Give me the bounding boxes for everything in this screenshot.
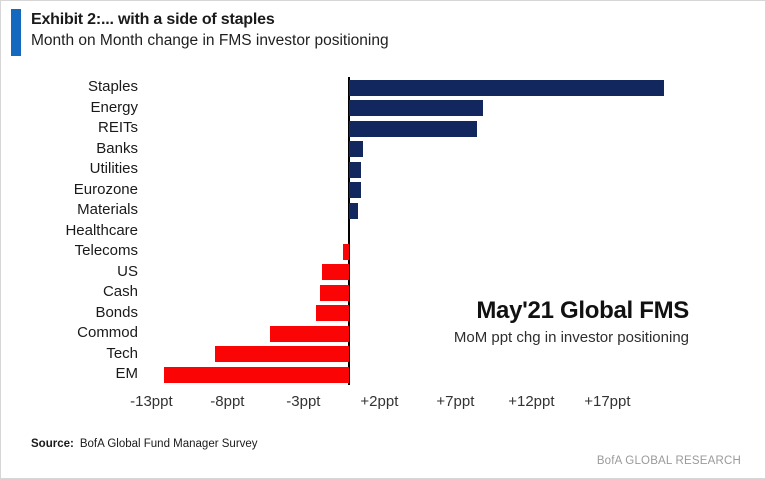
category-label-telecoms: Telecoms [74,242,138,259]
category-label-staples: Staples [87,78,138,95]
bar-tech [215,346,349,362]
category-label-commod: Commod [77,324,138,341]
bar-banks [349,141,363,157]
bar-energy [349,100,483,116]
x-tick-minus3ppt: -3ppt [286,393,321,410]
category-label-tech: Tech [106,344,138,362]
exhibit-accent-bar [11,9,21,56]
category-label-reits: REITs [97,119,138,136]
zero-axis-line [348,77,350,385]
x-tick-plus12ppt: +12ppt [508,393,555,410]
source-line: Source: BofA Global Fund Manager Survey [31,438,258,450]
category-label-us: US [117,262,138,280]
category-label-materials: Materials [77,201,138,218]
bar-reits [349,120,477,137]
bar-bonds [315,305,349,321]
x-tick-plus2ppt: +2ppt [360,393,399,410]
x-tick-plus17ppt: +17ppt [584,393,631,410]
category-label-banks: Banks [96,139,138,157]
exhibit-title: Exhibit 2:... with a side of staples [31,11,275,28]
bar-commod [269,325,349,342]
chart-annotation: May'21 Global FMS MoM ppt chg in investo… [454,297,689,346]
bar-cash [320,284,349,301]
brand-footer: BofA GLOBAL RESEARCH [596,455,741,467]
source-text: BofA Global Fund Manager Survey [79,438,258,450]
bar-telecoms [342,243,349,260]
category-label-energy: Energy [90,98,138,116]
category-label-cash: Cash [102,283,138,300]
bar-eurozone [349,182,362,198]
bar-materials [349,202,359,219]
annotation-title: May'21 Global FMS [476,297,689,324]
bar-utilities [349,161,362,178]
category-label-healthcare: Healthcare [65,221,138,239]
category-label-bonds: Bonds [95,303,138,321]
category-label-em: EM [115,365,139,382]
bar-us [321,264,349,280]
exhibit-subtitle: Month on Month change in FMS investor po… [31,32,389,49]
source-label: Source: [31,438,74,450]
x-tick-minus8ppt: -8ppt [210,393,245,410]
x-tick-minus13ppt: -13ppt [130,393,173,410]
annotation-subtitle: MoM ppt chg in investor positioning [453,329,689,346]
category-label-utilities: Utilities [89,160,138,177]
category-label-eurozone: Eurozone [73,180,138,198]
x-tick-plus7ppt: +7ppt [436,393,475,410]
bar-staples [349,79,664,96]
bar-em [163,366,349,383]
